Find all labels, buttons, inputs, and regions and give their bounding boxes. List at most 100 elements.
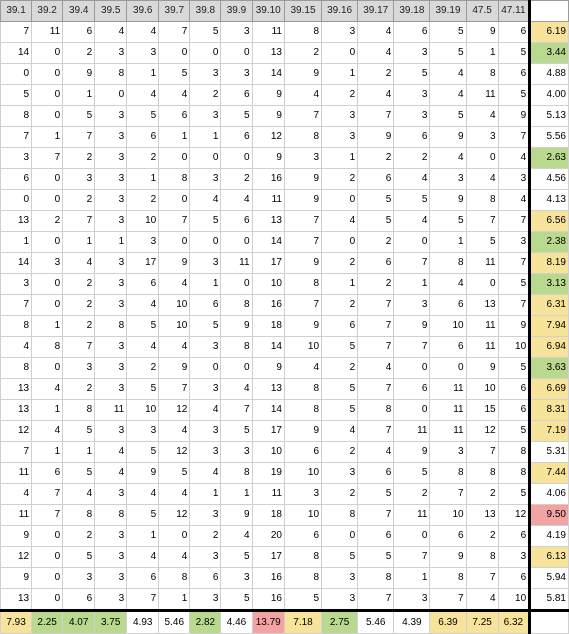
table-cell[interactable]: 2 [321,168,359,190]
table-cell[interactable]: 1 [62,441,96,463]
table-cell[interactable]: 5 [497,84,531,106]
table-cell[interactable]: 9 [497,105,531,127]
table-cell[interactable]: 2 [321,357,359,379]
table-cell[interactable]: 11 [465,315,499,337]
table-cell[interactable]: 11 [465,252,499,274]
column-average-cell[interactable]: 2.82 [189,609,222,634]
table-cell[interactable]: 3 [94,168,128,190]
table-cell[interactable]: 0 [393,399,431,421]
table-cell[interactable]: 5 [189,210,222,232]
table-cell[interactable]: 9 [158,252,191,274]
table-cell[interactable]: 4 [465,168,499,190]
row-average-cell[interactable]: 6.69 [528,378,569,400]
row-average-cell[interactable]: 7.44 [528,462,569,484]
column-header[interactable]: 39.9 [220,0,253,22]
table-cell[interactable]: 3 [94,357,128,379]
column-average-cell[interactable]: 7.18 [283,609,323,634]
table-cell[interactable]: 3 [497,231,531,253]
table-cell[interactable]: 7 [0,294,33,316]
table-cell[interactable]: 3 [189,420,222,442]
table-cell[interactable]: 1 [393,273,431,295]
table-cell[interactable]: 6 [0,168,33,190]
table-cell[interactable]: 2 [31,210,64,232]
table-cell[interactable]: 3 [94,42,128,64]
table-cell[interactable]: 7 [283,105,323,127]
table-cell[interactable]: 4 [126,84,160,106]
table-cell[interactable]: 4 [497,189,531,211]
table-cell[interactable]: 5 [465,231,499,253]
table-cell[interactable]: 5 [220,546,253,568]
table-cell[interactable]: 17 [251,420,285,442]
table-cell[interactable]: 6 [158,105,191,127]
table-cell[interactable]: 2 [357,273,395,295]
table-cell[interactable]: 0 [158,42,191,64]
table-cell[interactable]: 3 [94,483,128,505]
table-cell[interactable]: 0 [158,147,191,169]
table-cell[interactable]: 3 [321,21,359,43]
table-cell[interactable]: 14 [0,42,33,64]
table-cell[interactable]: 4 [189,189,222,211]
table-cell[interactable]: 9 [357,126,395,148]
table-cell[interactable]: 5 [126,105,160,127]
table-cell[interactable]: 6 [357,252,395,274]
table-cell[interactable]: 0 [31,231,64,253]
table-cell[interactable]: 3 [94,294,128,316]
table-cell[interactable]: 9 [220,315,253,337]
table-cell[interactable]: 6 [126,567,160,589]
row-average-cell[interactable]: 4.13 [528,189,569,211]
table-cell[interactable]: 9 [465,357,499,379]
table-cell[interactable]: 9 [0,525,33,547]
table-cell[interactable]: 6 [497,567,531,589]
table-cell[interactable]: 7 [31,483,64,505]
table-cell[interactable]: 0 [220,147,253,169]
table-cell[interactable]: 7 [357,420,395,442]
table-cell[interactable]: 7 [465,210,499,232]
table-cell[interactable]: 1 [189,483,222,505]
table-cell[interactable]: 5 [321,378,359,400]
table-cell[interactable]: 3 [189,441,222,463]
table-cell[interactable]: 3 [62,168,96,190]
table-cell[interactable]: 5 [321,546,359,568]
table-cell[interactable]: 6 [283,441,323,463]
table-cell[interactable]: 5 [357,546,395,568]
table-cell[interactable]: 1 [31,126,64,148]
table-cell[interactable]: 13 [0,588,33,611]
table-cell[interactable]: 7 [357,588,395,611]
table-cell[interactable]: 7 [465,441,499,463]
table-cell[interactable]: 3 [94,147,128,169]
table-cell[interactable]: 14 [251,231,285,253]
table-cell[interactable]: 7 [0,21,33,43]
table-cell[interactable]: 4 [126,546,160,568]
table-cell[interactable]: 1 [158,126,191,148]
table-cell[interactable]: 2 [189,84,222,106]
table-cell[interactable]: 4 [357,42,395,64]
table-cell[interactable]: 11 [429,399,467,421]
table-cell[interactable]: 8 [497,441,531,463]
table-cell[interactable]: 0 [31,546,64,568]
table-cell[interactable]: 10 [158,294,191,316]
table-cell[interactable]: 0 [31,525,64,547]
table-cell[interactable]: 2 [126,147,160,169]
table-cell[interactable]: 6 [497,63,531,85]
column-header[interactable]: 47.5 [465,0,499,22]
table-cell[interactable]: 0 [31,567,64,589]
table-cell[interactable]: 7 [429,588,467,611]
table-cell[interactable]: 0 [158,189,191,211]
table-cell[interactable]: 2 [283,42,323,64]
table-cell[interactable]: 14 [0,252,33,274]
column-header[interactable]: 39.10 [251,0,285,22]
table-cell[interactable]: 8 [62,504,96,526]
table-cell[interactable]: 13 [465,504,499,526]
table-cell[interactable]: 0 [0,189,33,211]
table-cell[interactable]: 8 [220,462,253,484]
table-cell[interactable]: 8 [283,399,323,421]
table-cell[interactable]: 17 [251,546,285,568]
table-cell[interactable]: 4 [357,441,395,463]
row-average-cell[interactable]: 5.31 [528,441,569,463]
column-header[interactable]: 39.4 [62,0,96,22]
table-cell[interactable]: 6 [220,210,253,232]
table-cell[interactable]: 2 [321,294,359,316]
table-cell[interactable]: 3 [94,378,128,400]
table-cell[interactable]: 4 [220,378,253,400]
table-cell[interactable]: 11 [251,21,285,43]
